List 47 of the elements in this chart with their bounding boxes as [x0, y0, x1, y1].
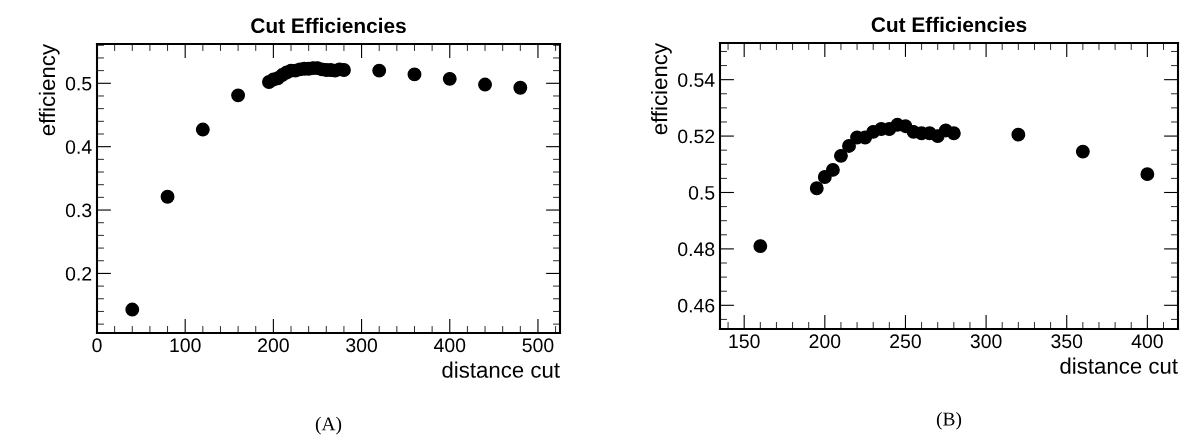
- x-tick-label: 400: [1131, 334, 1163, 349]
- point: [160, 189, 175, 204]
- point: [809, 181, 824, 196]
- x-tick-label: 300: [346, 338, 378, 353]
- point: [442, 71, 457, 86]
- point: [825, 162, 840, 177]
- x-axis-title: distance cut: [1060, 357, 1178, 374]
- point: [1140, 167, 1155, 182]
- x-tick-label: 300: [970, 334, 1002, 349]
- y-tick-label: 0.4: [65, 140, 92, 154]
- y-tick-label: 0.48: [678, 242, 715, 257]
- point: [834, 148, 848, 163]
- x-tick-label: 0: [92, 338, 102, 353]
- text: (B): [936, 411, 962, 430]
- y-tick-label: 0.3: [65, 203, 92, 218]
- x-tick-label: 100: [170, 338, 201, 353]
- x-tick-label: 400: [433, 338, 466, 353]
- x-tick-label: 200: [258, 338, 289, 353]
- y-tick-label: 0.46: [678, 298, 715, 313]
- x-tick-label: 500: [522, 338, 554, 353]
- point: [231, 88, 246, 103]
- chart-title: Cut Efficiencies: [251, 17, 406, 34]
- y-tick-label: 0.5: [65, 76, 92, 91]
- point: [478, 77, 492, 92]
- y-tick-label: 0.52: [678, 129, 715, 144]
- point: [195, 122, 210, 137]
- x-axis-title: distance cut: [442, 361, 560, 378]
- point: [1075, 144, 1090, 159]
- y-tick-label: 0.54: [678, 73, 715, 87]
- x-tick-label: 250: [890, 334, 921, 349]
- chart-title: Cut Efficiencies: [871, 16, 1027, 33]
- point: [407, 67, 422, 82]
- point: [842, 139, 856, 153]
- point: [372, 63, 387, 78]
- x-tick-label: 150: [729, 334, 760, 349]
- point: [1011, 127, 1026, 142]
- y-axis-title: efficiency: [38, 44, 60, 136]
- y-axis-title: efficiency: [651, 43, 672, 135]
- point: [753, 239, 768, 254]
- x-tick-label: 350: [1051, 334, 1083, 349]
- x-tick-label: 200: [809, 334, 841, 349]
- y-tick-label: 0.2: [65, 266, 92, 281]
- y-tick-label: 0.5: [688, 185, 715, 200]
- point: [946, 126, 961, 141]
- point: [513, 80, 528, 95]
- point: [125, 302, 140, 317]
- text: (A): [315, 416, 342, 435]
